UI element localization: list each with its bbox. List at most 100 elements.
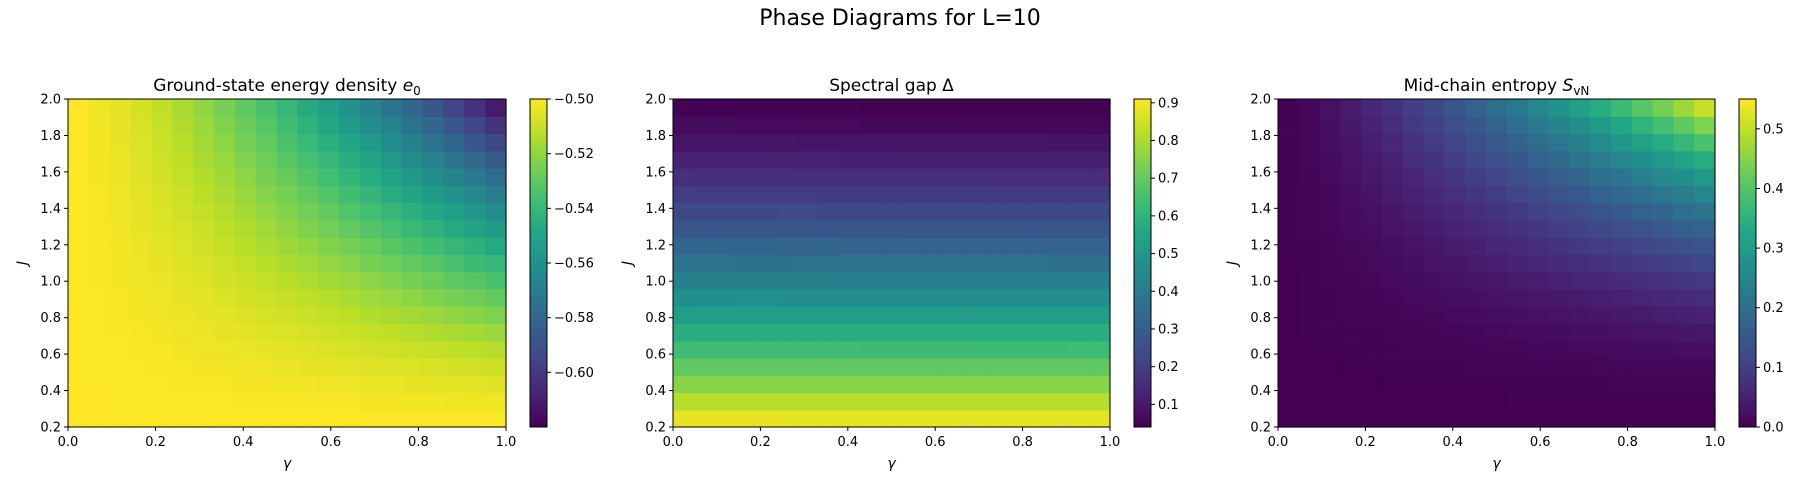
heatmap-cell	[1631, 133, 1654, 152]
heatmap-cell	[777, 340, 799, 359]
heatmap-cell	[1340, 219, 1362, 238]
heatmap-cell	[943, 150, 965, 169]
heatmap-cell	[1694, 133, 1716, 152]
heatmap-cell	[985, 392, 1007, 411]
heatmap-cell	[1610, 271, 1633, 290]
heatmap-cell	[881, 168, 903, 186]
heatmap-cell	[318, 271, 340, 290]
heatmap-cell	[1652, 357, 1674, 376]
heatmap-cell	[464, 288, 486, 307]
heatmap-cell	[1319, 254, 1342, 273]
heatmap-cell	[777, 323, 799, 342]
heatmap-cell	[756, 150, 778, 169]
heatmap-cell	[172, 271, 194, 290]
heatmap-cell	[172, 306, 194, 325]
heatmap-cell	[276, 185, 299, 204]
heatmap-cell	[464, 340, 486, 359]
heatmap-cell	[818, 116, 841, 135]
heatmap-cell	[255, 409, 278, 428]
y-tick-label: 1.8	[40, 129, 61, 144]
heatmap-cell	[193, 340, 215, 359]
heatmap-cell	[1569, 392, 1591, 411]
heatmap-cell	[673, 306, 695, 325]
heatmap-cell	[797, 99, 820, 117]
heatmap-cell	[964, 168, 986, 186]
heatmap-cell	[860, 340, 882, 359]
heatmap-cell	[693, 357, 716, 376]
heatmap-cell	[881, 254, 903, 273]
heatmap-cell	[1569, 133, 1591, 152]
heatmap-cell	[1506, 237, 1529, 255]
heatmap-cell	[443, 133, 465, 152]
heatmap-cell	[1319, 168, 1342, 186]
heatmap-cell	[1402, 306, 1425, 325]
heatmap-cell	[234, 133, 257, 152]
heatmap-cell	[1610, 150, 1633, 169]
heatmap-cell	[1278, 133, 1300, 152]
heatmap-cell	[1382, 392, 1404, 411]
heatmap-cell	[1068, 202, 1090, 221]
heatmap-cell	[1298, 392, 1321, 411]
heatmap-cell	[1361, 168, 1383, 186]
heatmap-cell	[777, 168, 799, 186]
heatmap-cell	[339, 375, 361, 394]
y-tick-label: 1.8	[645, 129, 666, 144]
heatmap-cell	[1298, 340, 1321, 359]
heatmap-cell	[839, 288, 861, 307]
heatmap-cell	[234, 409, 257, 428]
heatmap-cell	[360, 288, 382, 307]
heatmap-cell	[1319, 409, 1342, 428]
heatmap-cell	[234, 323, 257, 342]
heatmap-cell	[443, 375, 465, 394]
heatmap-cell	[255, 202, 278, 221]
heatmap-cell	[130, 392, 153, 411]
heatmap-cell	[151, 219, 173, 238]
heatmap-cell	[839, 219, 861, 238]
heatmap-cell	[860, 271, 882, 290]
heatmap-cell	[839, 357, 861, 376]
heatmap-cell	[797, 202, 820, 221]
heatmap-cell	[214, 375, 236, 394]
heatmap-cell	[1382, 202, 1404, 221]
heatmap-cell	[1026, 409, 1049, 428]
heatmap-cell	[130, 116, 153, 135]
heatmap-cell	[1361, 185, 1383, 204]
heatmap-cell	[360, 202, 382, 221]
heatmap-cell	[1590, 375, 1612, 394]
heatmap-cell	[1068, 306, 1090, 325]
heatmap-cell	[881, 150, 903, 169]
heatmap-cell	[1694, 185, 1716, 204]
heatmap-cell	[297, 254, 319, 273]
heatmap-cell	[485, 392, 507, 411]
heatmap-cell	[756, 271, 778, 290]
heatmap-cell	[1590, 254, 1612, 273]
heatmap-cell	[360, 99, 382, 117]
heatmap-cell	[1298, 306, 1321, 325]
heatmap-cell	[1047, 185, 1069, 204]
heatmap-cell	[339, 219, 361, 238]
heatmap-cell	[901, 306, 924, 325]
heatmap-cell	[777, 133, 799, 152]
heatmap-cell	[297, 133, 319, 152]
heatmap-cell	[297, 340, 319, 359]
heatmap-cell	[756, 116, 778, 135]
x-tick-label: 1.0	[1100, 435, 1121, 450]
heatmap-cell	[401, 168, 424, 186]
heatmap-cell	[422, 219, 445, 238]
heatmap-cell	[234, 271, 257, 290]
colorbar	[529, 98, 548, 428]
heatmap-cell	[485, 150, 507, 169]
heatmap-cell	[1590, 133, 1612, 152]
heatmap-cell	[380, 99, 403, 117]
heatmap-cell	[964, 306, 986, 325]
heatmap-cell	[1423, 168, 1446, 186]
heatmap-cell	[193, 99, 215, 117]
heatmap-cell	[1068, 375, 1090, 394]
heatmap-cell	[693, 323, 716, 342]
heatmap-cell	[109, 116, 132, 135]
heatmap-cell	[485, 357, 507, 376]
heatmap-cell	[88, 237, 111, 255]
heatmap-cell	[1423, 323, 1446, 342]
heatmap-cell	[797, 375, 820, 394]
heatmap-cell	[130, 99, 153, 117]
